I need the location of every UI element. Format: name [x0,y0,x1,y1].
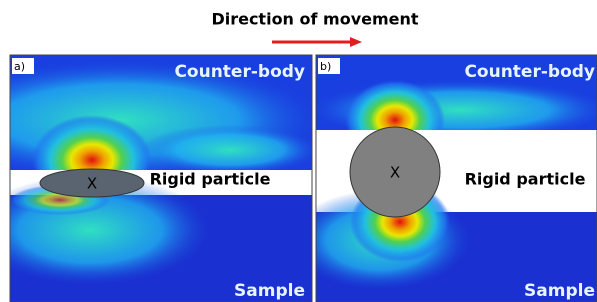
counter-body-label: Counter-body [174,62,305,82]
particle-label: Rigid particle [150,170,271,189]
panel-label: a) [14,60,25,73]
page: {"header": {"title": "Direction of movem… [0,0,597,302]
particle-label: Rigid particle [465,170,586,189]
counter-body-label: Counter-body [464,62,595,82]
particle-mark: X [390,164,400,182]
figure: Direction of movement a) Counter-body Sa… [0,0,597,302]
sample-label: Sample [524,281,595,301]
panel-label: b) [320,60,331,73]
sample-label: Sample [234,281,305,301]
particle-mark: X [87,175,97,193]
arrow-head [350,37,362,47]
title: Direction of movement [211,10,418,29]
